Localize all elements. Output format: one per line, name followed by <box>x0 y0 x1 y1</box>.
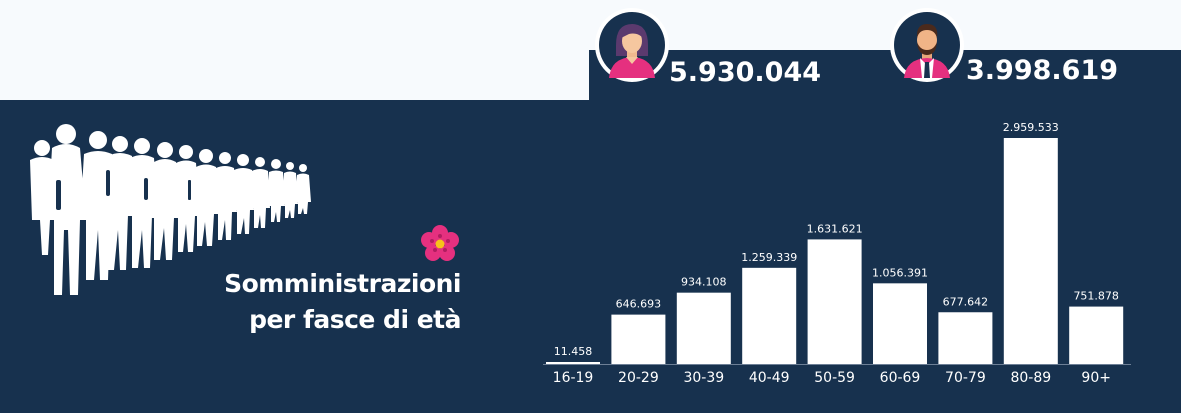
bar-20-29 <box>611 314 666 364</box>
data-label-80-89: 2.959.533 <box>1003 121 1059 134</box>
data-label-90+: 751.878 <box>1073 290 1119 303</box>
data-label-30-39: 934.108 <box>681 276 727 289</box>
data-label-60-69: 1.056.391 <box>872 266 928 279</box>
tick-label-70-79: 70-79 <box>945 370 986 386</box>
crowd-silhouette-icon <box>30 124 311 295</box>
bar-60-69 <box>873 283 927 364</box>
female-avatar-icon <box>595 8 669 82</box>
bar-70-79 <box>938 312 993 364</box>
tick-label-40-49: 40-49 <box>749 370 790 386</box>
tick-label-16-19: 16-19 <box>553 370 594 386</box>
bar-16-19 <box>546 362 600 364</box>
data-label-40-49: 1.259.339 <box>741 251 797 264</box>
age-group-bar-chart: 11.458 16-19 646.693 20-29 934.108 30-39 1.259… <box>543 121 1131 386</box>
gender-band <box>589 50 1181 100</box>
tick-label-20-29: 20-29 <box>618 370 659 386</box>
title-line-2: per fasce di età <box>249 305 461 334</box>
bar-40-49 <box>742 267 797 364</box>
data-label-50-59: 1.631.621 <box>807 222 863 235</box>
tick-label-30-39: 30-39 <box>683 370 724 386</box>
data-label-16-19: 11.458 <box>554 345 593 358</box>
tick-label-50-59: 50-59 <box>814 370 855 386</box>
tick-label-90+: 90+ <box>1081 370 1111 386</box>
bar-30-39 <box>676 292 731 364</box>
bar-50-59 <box>807 239 862 364</box>
title-line-1: Somministrazioni <box>224 269 461 298</box>
female-count: 5.930.044 <box>669 57 822 88</box>
primula-flower-icon <box>421 225 459 261</box>
tick-label-60-69: 60-69 <box>880 370 921 386</box>
chart-title: Somministrazioni per fasce di età <box>224 266 461 338</box>
bar-90+ <box>1069 306 1124 364</box>
male-count: 3.998.619 <box>966 55 1119 86</box>
data-label-70-79: 677.642 <box>943 295 989 308</box>
male-avatar-icon <box>890 8 964 82</box>
bar-80-89 <box>1003 138 1058 364</box>
data-label-20-29: 646.693 <box>616 298 662 311</box>
tick-label-80-89: 80-89 <box>1010 370 1051 386</box>
